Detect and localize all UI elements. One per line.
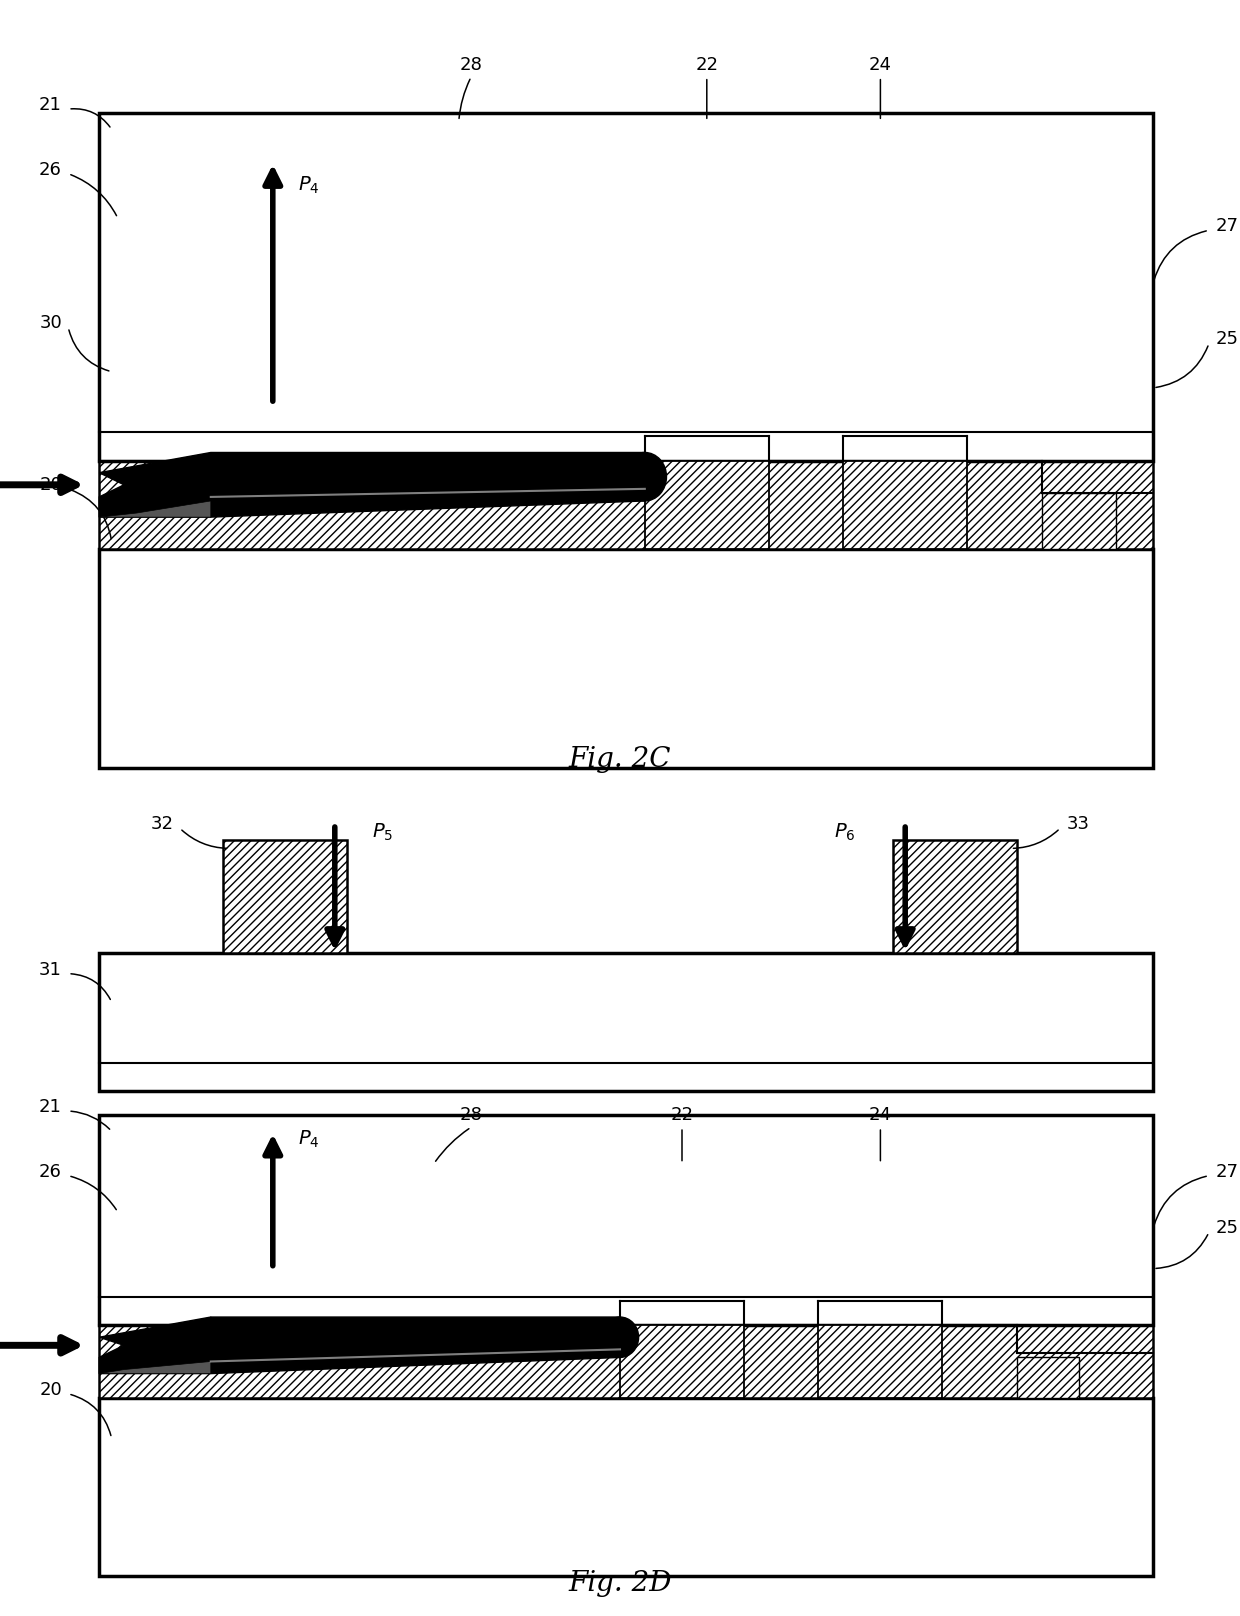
Text: Fig. 2D: Fig. 2D xyxy=(568,1571,672,1597)
Text: 24: 24 xyxy=(869,55,892,74)
Text: $P_4$: $P_4$ xyxy=(298,175,319,197)
Text: 30: 30 xyxy=(40,314,62,333)
Bar xyxy=(223,840,347,953)
Text: 26: 26 xyxy=(40,1162,62,1181)
Text: 25: 25 xyxy=(1215,330,1239,349)
Polygon shape xyxy=(99,452,211,517)
Ellipse shape xyxy=(622,452,667,501)
Polygon shape xyxy=(211,452,645,517)
Bar xyxy=(620,1325,744,1398)
Bar xyxy=(818,1325,942,1398)
Bar xyxy=(99,953,1153,1091)
Bar xyxy=(1017,1357,1079,1398)
Text: 31: 31 xyxy=(40,960,62,979)
Text: 20: 20 xyxy=(40,1380,62,1399)
Bar xyxy=(99,461,1153,549)
Text: 28: 28 xyxy=(460,55,482,74)
Polygon shape xyxy=(211,1317,620,1374)
Bar xyxy=(99,1115,1153,1325)
Text: 33: 33 xyxy=(1066,814,1090,834)
Bar xyxy=(1042,493,1116,549)
Text: 21: 21 xyxy=(40,1097,62,1117)
Polygon shape xyxy=(99,1361,211,1374)
Text: 21: 21 xyxy=(40,95,62,115)
Ellipse shape xyxy=(601,1317,639,1357)
Text: 32: 32 xyxy=(150,814,174,834)
Bar xyxy=(99,549,1153,768)
Text: 27: 27 xyxy=(1215,217,1239,236)
Text: $P_5$: $P_5$ xyxy=(372,821,393,844)
Text: 22: 22 xyxy=(671,1105,693,1125)
Text: Fig. 2C: Fig. 2C xyxy=(569,747,671,772)
Text: $P_6$: $P_6$ xyxy=(835,821,856,844)
Text: 26: 26 xyxy=(40,160,62,179)
Text: 27: 27 xyxy=(1215,1162,1239,1181)
Bar xyxy=(99,1325,1153,1398)
Bar xyxy=(99,1398,1153,1576)
Text: 22: 22 xyxy=(696,55,718,74)
Text: 25: 25 xyxy=(1215,1218,1239,1238)
Bar xyxy=(99,113,1153,461)
Bar xyxy=(893,840,1017,953)
Text: 20: 20 xyxy=(40,475,62,494)
Bar xyxy=(645,461,769,549)
Text: 24: 24 xyxy=(869,1105,892,1125)
Text: 28: 28 xyxy=(460,1105,482,1125)
Polygon shape xyxy=(99,1317,211,1374)
Bar xyxy=(843,461,967,549)
Polygon shape xyxy=(99,501,211,517)
Text: $P_4$: $P_4$ xyxy=(298,1128,319,1151)
